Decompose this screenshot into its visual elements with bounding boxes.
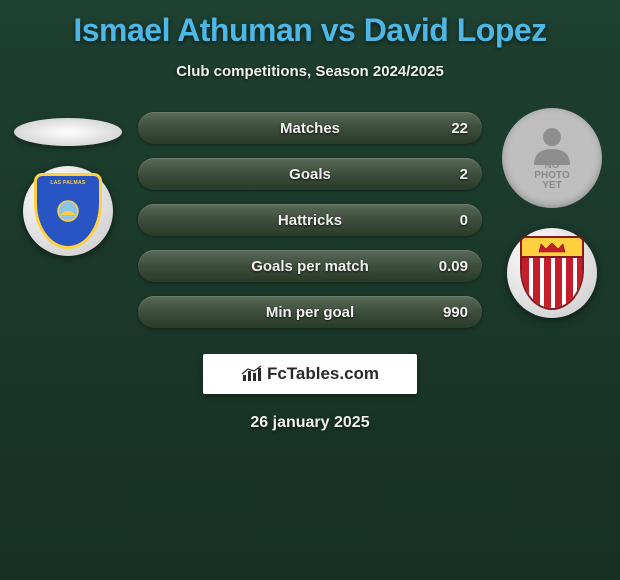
footer-brand-badge[interactable]: FcTables.com (203, 354, 417, 394)
stat-label: Hattricks (138, 212, 482, 229)
stat-row: Matches 22 (138, 112, 482, 144)
player-left-photo (14, 118, 122, 146)
club-badge-left: LAS PALMAS (23, 166, 113, 256)
subtitle: Club competitions, Season 2024/2025 (0, 63, 620, 80)
stat-value-right: 22 (451, 120, 468, 137)
club-badge-left-text: LAS PALMAS (50, 180, 85, 186)
date-text: 26 january 2025 (0, 414, 620, 432)
club-badge-left-shield: LAS PALMAS (34, 173, 102, 249)
stat-value-right: 2 (460, 166, 468, 183)
stats-list: Matches 22 Goals 2 Hattricks 0 Goals per… (138, 112, 482, 342)
comparison-content: LAS PALMAS NO PHOTO YET (0, 108, 620, 348)
club-badge-right-top (522, 238, 582, 258)
stat-value-right: 990 (443, 304, 468, 321)
stat-row: Goals 2 (138, 158, 482, 190)
player-left-column: LAS PALMAS (8, 108, 128, 256)
no-photo-text: NO PHOTO YET (534, 161, 569, 191)
club-badge-right-stripes (522, 258, 582, 308)
stat-label: Goals per match (138, 258, 482, 275)
stat-label: Goals (138, 166, 482, 183)
stat-label: Min per goal (138, 304, 482, 321)
no-photo-line3: YET (542, 180, 561, 191)
stat-value-right: 0 (460, 212, 468, 229)
no-photo-silhouette-icon (528, 125, 576, 165)
stat-row: Hattricks 0 (138, 204, 482, 236)
footer-brand-text: FcTables.com (267, 364, 379, 384)
club-badge-left-emblem-icon (54, 197, 82, 225)
stat-row: Goals per match 0.09 (138, 250, 482, 282)
player-right-photo: NO PHOTO YET (502, 108, 602, 208)
stat-value-right: 0.09 (439, 258, 468, 275)
page-title: Ismael Athuman vs David Lopez (0, 0, 620, 49)
club-badge-right (507, 228, 597, 318)
player-right-column: NO PHOTO YET (492, 108, 612, 318)
stat-label: Matches (138, 120, 482, 137)
crown-icon (537, 241, 567, 253)
stat-row: Min per goal 990 (138, 296, 482, 328)
bars-chart-icon (241, 365, 263, 383)
club-badge-right-shield (520, 236, 584, 310)
